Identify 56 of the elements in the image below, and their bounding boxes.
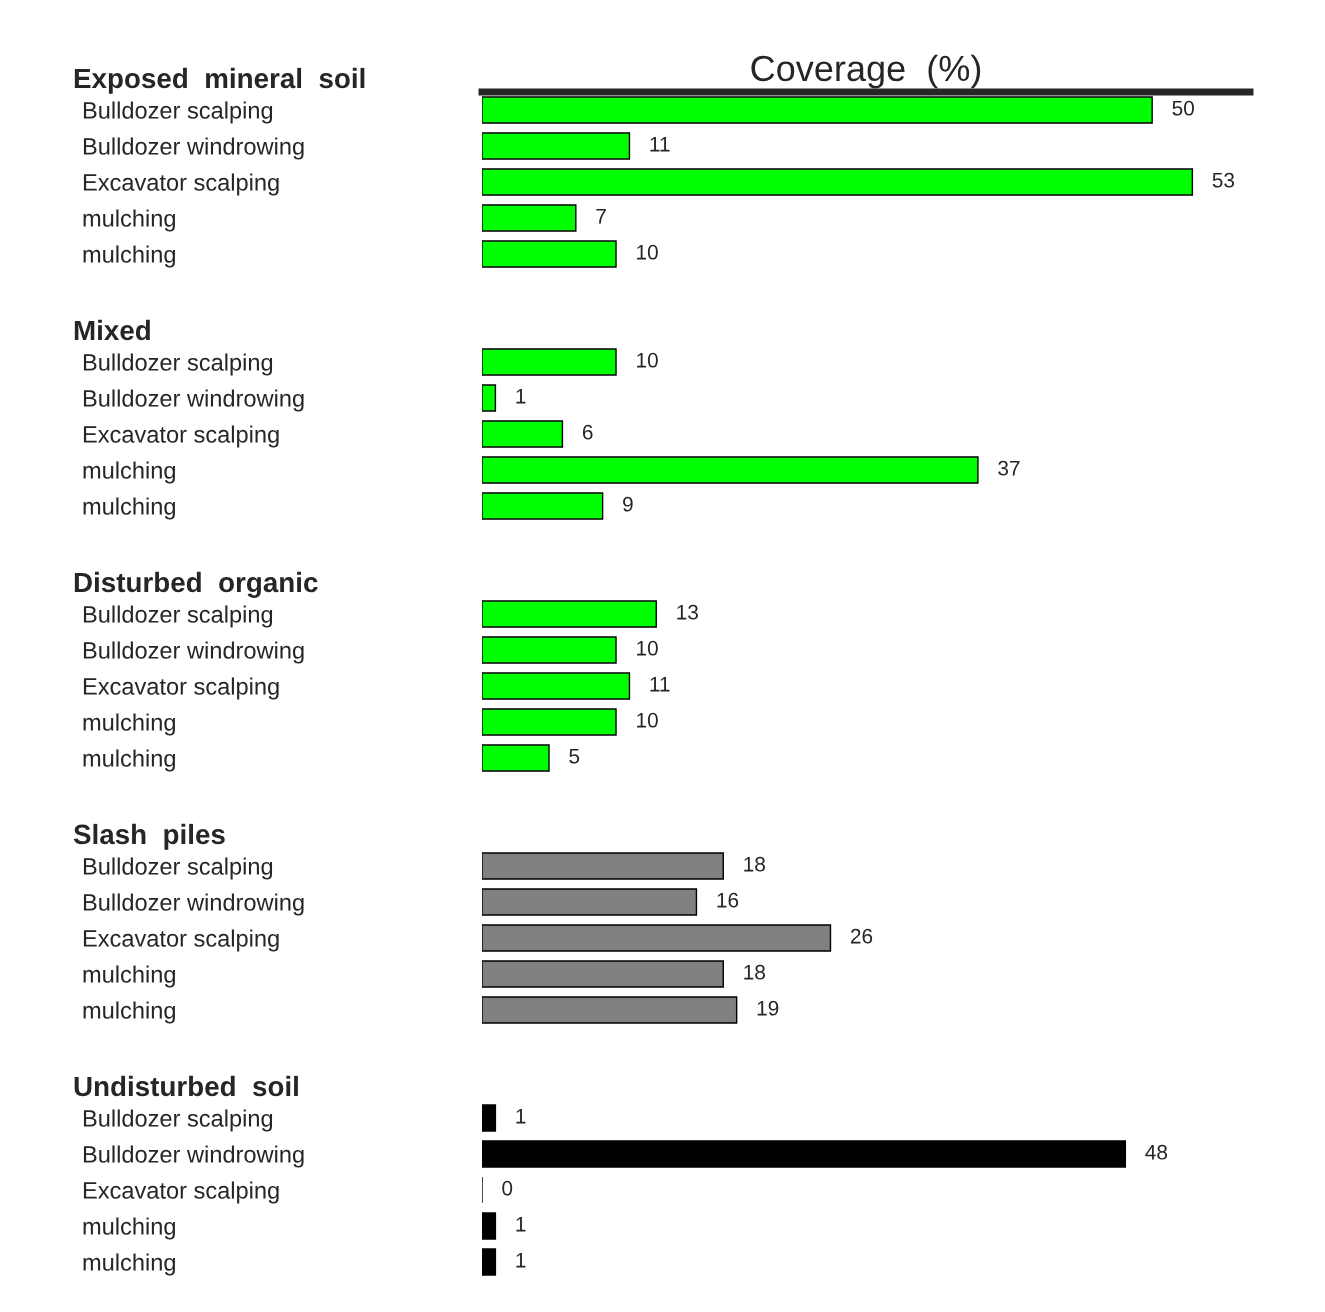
- y-tick-label: Excavator scalping: [83, 929, 279, 952]
- text: Undisturbed soil: [74, 1075, 298, 1097]
- data-label: 11: [650, 677, 670, 692]
- y-tick-label: Bulldozer windrowing: [83, 389, 304, 412]
- y-tick-label: mulching: [83, 209, 175, 232]
- y-tick-label: Bulldozer windrowing: [83, 137, 304, 160]
- y-tick-label: Bulldozer windrowing: [83, 1145, 304, 1168]
- data-label: 6: [582, 424, 593, 440]
- y-tick-label: Bulldozer scalping: [83, 857, 273, 880]
- data-label: 10: [637, 244, 658, 260]
- data-label: 10: [637, 712, 658, 728]
- data-label: 16: [717, 892, 739, 908]
- data-label: 11: [650, 137, 670, 152]
- y-tick-label: Bulldozer windrowing: [83, 641, 304, 664]
- y-tick-label: mulching: [83, 965, 175, 988]
- data-label: 0: [502, 1180, 513, 1196]
- data-label: 13: [677, 604, 698, 620]
- data-label: 19: [757, 1000, 779, 1016]
- y-tick-label: Excavator scalping: [83, 677, 279, 700]
- data-label: 1: [516, 1109, 526, 1124]
- y-tick-label: mulching: [83, 749, 175, 772]
- data-label: 37: [998, 460, 1020, 476]
- y-tick-label: mulching: [83, 1217, 175, 1240]
- y-tick-label: mulching: [83, 1253, 175, 1276]
- data-label: 53: [1212, 172, 1235, 188]
- y-tick-label: Excavator scalping: [83, 425, 279, 448]
- text: Slash piles: [73, 823, 225, 850]
- data-label: 10: [637, 640, 658, 656]
- y-tick-label: Bulldozer scalping: [83, 101, 273, 124]
- data-label: 1: [516, 1253, 526, 1268]
- data-label: 7: [596, 209, 606, 224]
- data-label: 1: [516, 389, 526, 404]
- y-tick-label: mulching: [83, 1001, 175, 1024]
- y-tick-label: Bulldozer scalping: [83, 353, 273, 376]
- x-axis-title: Coverage (%): [751, 54, 981, 89]
- y-tick-label: mulching: [83, 497, 175, 520]
- y-tick-label: Bulldozer windrowing: [83, 893, 304, 916]
- y-tick-label: mulching: [83, 713, 175, 736]
- text: Exposed mineral soil: [74, 67, 365, 94]
- data-label: 48: [1145, 1144, 1168, 1160]
- y-tick-label: Bulldozer scalping: [83, 1109, 273, 1132]
- text: Disturbed organic: [74, 571, 318, 598]
- data-label: 5: [569, 749, 580, 764]
- y-tick-label: mulching: [83, 461, 175, 484]
- text: Mixed: [74, 319, 150, 341]
- y-tick-label: Bulldozer scalping: [83, 605, 273, 628]
- data-label: 9: [623, 496, 633, 512]
- data-label: 1: [516, 1217, 526, 1232]
- data-label: 26: [850, 928, 873, 944]
- data-label: 18: [744, 964, 765, 980]
- data-label: 10: [637, 352, 658, 368]
- y-tick-label: Excavator scalping: [83, 173, 279, 196]
- y-tick-label: mulching: [83, 245, 175, 268]
- y-tick-label: Excavator scalping: [83, 1181, 279, 1204]
- data-label: 18: [744, 856, 765, 872]
- data-label: 50: [1172, 100, 1194, 116]
